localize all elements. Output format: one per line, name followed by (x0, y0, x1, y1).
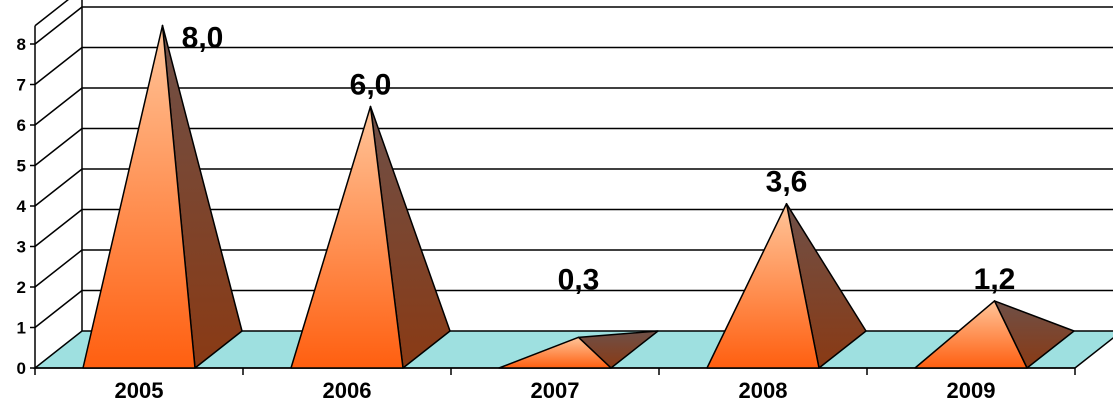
chart-back-wall (34, 0, 83, 331)
gridline-side (34, 127, 83, 167)
gridline-side (34, 46, 83, 86)
pyramid-front-face (914, 300, 1028, 369)
pyramid-2008 (706, 202, 867, 369)
y-tick-label: 4 (17, 197, 27, 216)
data-label-2009: 1,2 (974, 263, 1016, 296)
x-tick-label-2005: 2005 (115, 378, 164, 403)
pyramid-2006 (290, 105, 451, 369)
y-tick-label: 3 (17, 238, 26, 257)
pyramid-2009 (914, 300, 1075, 369)
pyramid-front-face (706, 202, 820, 369)
gridline-side (34, 6, 83, 45)
data-label-2005: 8,0 (182, 22, 224, 55)
x-tick-label-2008: 2008 (739, 378, 788, 403)
pyramid-front-face (82, 24, 196, 369)
gridline-side (34, 249, 83, 288)
data-label-2007: 0,3 (558, 263, 600, 296)
x-tick-label-2009: 2009 (947, 378, 996, 403)
side-wall-top (34, 0, 69, 27)
pyramid-2005 (82, 24, 243, 369)
gridline-side (34, 208, 83, 248)
data-label-2006: 6,0 (350, 69, 392, 102)
gridline-side (34, 87, 83, 126)
pyramid-2007 (498, 330, 659, 369)
gridline-side (34, 168, 83, 207)
y-tick-label: 6 (17, 116, 26, 135)
y-tick-label: 2 (17, 278, 26, 297)
y-tick-label: 1 (17, 319, 26, 338)
y-tick-label: 5 (17, 157, 26, 176)
y-tick-label: 8 (17, 35, 26, 54)
data-label-2008: 3,6 (766, 166, 808, 199)
gridline-side (34, 289, 83, 329)
gridlines (34, 6, 1113, 329)
y-tick-label: 7 (17, 76, 26, 95)
x-tick-label-2006: 2006 (323, 378, 372, 403)
y-tick-label: 0 (17, 359, 26, 378)
pyramid-series (82, 24, 1075, 369)
x-tick-label-2007: 2007 (531, 378, 580, 403)
labels: 8,0 2005 6,0 2006 0,3 2007 3,6 2008 1,2 2009 (115, 22, 1016, 404)
pyramid-front-face (290, 105, 404, 369)
pyramid-front-face (498, 336, 612, 369)
